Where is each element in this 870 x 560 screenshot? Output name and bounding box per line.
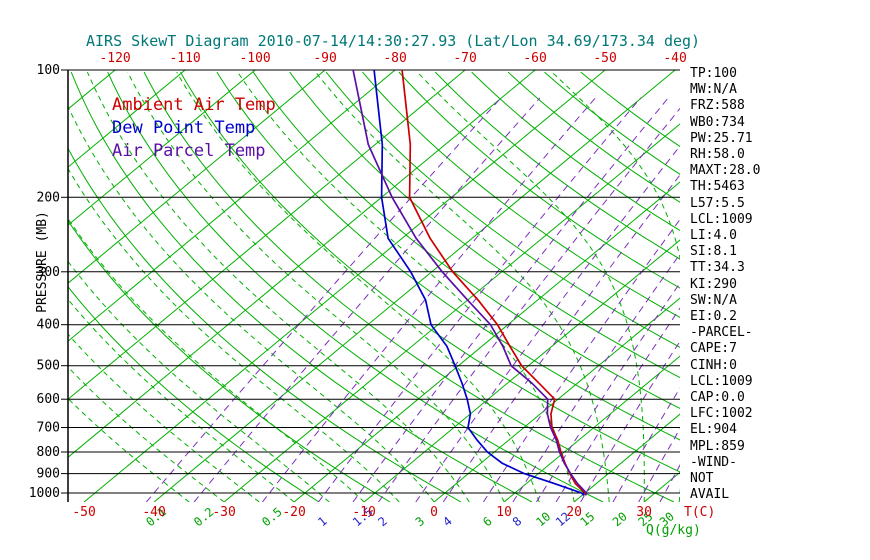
mixing-unit-label: Q(g/kg)	[646, 523, 701, 538]
stat-line: -PARCEL-	[690, 325, 753, 341]
bottom-temp-tick: -30	[212, 505, 235, 520]
top-temp-tick: -50	[593, 51, 616, 66]
background-isolines	[68, 70, 680, 502]
sounding-air-parcel-temp	[352, 70, 588, 496]
pressure-tick-label: 600	[37, 392, 60, 407]
top-temp-tick: -40	[663, 51, 686, 66]
stat-line: SW:N/A	[690, 292, 737, 308]
mixing-ratio-label: 1	[315, 514, 330, 529]
pressure-tick-label: 400	[37, 318, 60, 333]
stat-line: LCL:1009	[690, 373, 753, 389]
mixing-ratio-label: 20	[610, 509, 630, 529]
pressure-tick-label: 300	[37, 265, 60, 280]
chart-title: AIRS SkewT Diagram 2010-07-14/14:30:27.9…	[86, 32, 701, 50]
stat-line: KI:290	[690, 276, 737, 292]
pressure-tick-label: 700	[37, 421, 60, 436]
top-temp-tick: -90	[313, 51, 336, 66]
stat-line: LFC:1002	[690, 406, 753, 422]
pressure-tick-label: 200	[37, 190, 60, 205]
stat-line: MAXT:28.0	[690, 163, 761, 179]
pressure-tick-label: 900	[37, 467, 60, 482]
stats-panel: TP:100 MW:N/A FRZ:588 WB0:734 PW:25.71 RH:58.…	[690, 66, 760, 503]
bottom-temp-tick: 30	[636, 505, 652, 520]
stat-line: LI:4.0	[690, 228, 737, 244]
stat-line: -WIND-	[690, 454, 737, 470]
legend: Ambient Air Temp Dew Point Temp Air Parcel…	[112, 94, 276, 163]
legend-item: Air Parcel Temp	[112, 141, 266, 161]
mixing-ratio-label: 0.5	[259, 505, 285, 530]
stat-line: NOT	[690, 471, 714, 487]
pressure-tick-label: 1000	[29, 486, 60, 501]
stat-line: TH:5463	[690, 179, 745, 195]
top-temp-tick: -80	[383, 51, 406, 66]
mixing-ratio-label: 6	[480, 514, 495, 529]
stat-line: MPL:859	[690, 438, 745, 454]
top-temp-tick: -60	[523, 51, 546, 66]
axis-labels: 0.1 0.2 0.5 1 1.5 2 3 4 6 8 10 12 15 20 25 301002003004…	[29, 51, 716, 538]
bottom-temp-tick: -50	[72, 505, 95, 520]
mixing-ratio-label: 2	[375, 514, 390, 529]
pressure-tick-label: 100	[37, 63, 60, 78]
pressure-tick-label: 500	[37, 359, 60, 374]
stat-line: EI:0.2	[690, 309, 737, 325]
bottom-temp-tick: 10	[496, 505, 512, 520]
stat-line: CAPE:7	[690, 341, 737, 357]
stat-line: MW:N/A	[690, 82, 737, 98]
mixing-ratio-label: 3	[413, 514, 428, 529]
stat-line: TT:34.3	[690, 260, 745, 276]
stat-line: EL:904	[690, 422, 737, 438]
stat-line: FRZ:588	[690, 98, 745, 114]
bottom-temp-tick: 20	[566, 505, 582, 520]
stat-line: PW:25.71	[690, 130, 753, 146]
bottom-temp-tick: -20	[282, 505, 305, 520]
pressure-tick-label: 800	[37, 445, 60, 460]
stat-line: SI:8.1	[690, 244, 737, 260]
top-temp-tick: -100	[239, 51, 270, 66]
bottom-temp-tick: -10	[352, 505, 375, 520]
stat-line: CAP:0.0	[690, 390, 745, 406]
stat-line: CINH:0	[690, 357, 737, 373]
stat-line: LCL:1009	[690, 211, 753, 227]
top-temp-tick: -120	[99, 51, 130, 66]
sounding-dew-point-temp	[373, 70, 585, 497]
sounding-curves	[352, 70, 588, 497]
mixing-ratio-label: 10	[533, 509, 553, 529]
stat-line: RH:58.0	[690, 147, 745, 163]
mixing-ratio-label: 8	[510, 514, 525, 529]
legend-item: Dew Point Temp	[112, 118, 256, 138]
temp-unit-label: T(C)	[684, 505, 715, 520]
bottom-temp-tick: 0	[430, 505, 438, 520]
legend-item: Ambient Air Temp	[112, 95, 276, 115]
top-temp-tick: -70	[453, 51, 476, 66]
mixing-ratio-label: 4	[440, 514, 455, 529]
stat-line: AVAIL	[690, 487, 730, 503]
bottom-temp-tick: -40	[142, 505, 165, 520]
top-temp-tick: -110	[169, 51, 200, 66]
pressure-axis-label: PRESSURE (MB)	[35, 211, 50, 313]
isobars-and-axis	[61, 69, 680, 502]
stat-line: L57:5.5	[690, 195, 745, 211]
stat-line: TP:100	[690, 66, 737, 81]
stat-line: WB0:734	[690, 114, 745, 130]
